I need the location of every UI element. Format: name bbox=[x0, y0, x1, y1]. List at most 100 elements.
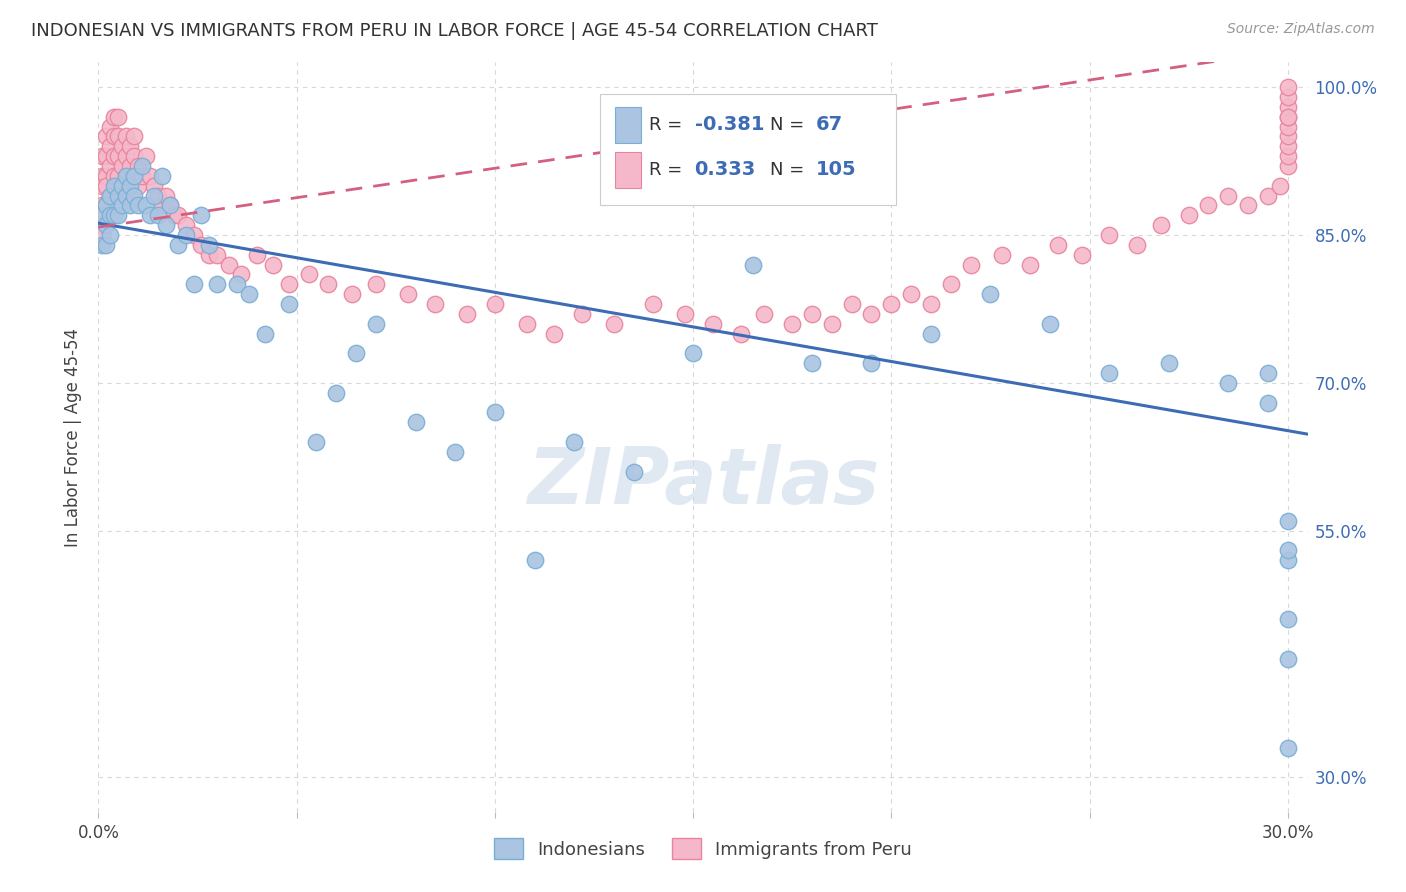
Point bbox=[96, 237, 118, 252]
Point bbox=[96, 198, 118, 212]
Point bbox=[484, 297, 506, 311]
Point bbox=[107, 149, 129, 163]
Point bbox=[91, 149, 114, 163]
Point bbox=[139, 169, 162, 183]
Point bbox=[262, 258, 284, 272]
Point bbox=[96, 169, 118, 183]
Point bbox=[107, 169, 129, 183]
Point bbox=[1070, 248, 1092, 262]
Point bbox=[98, 139, 121, 153]
Point bbox=[115, 169, 138, 183]
Point bbox=[98, 159, 121, 173]
Point bbox=[730, 326, 752, 341]
Point bbox=[174, 218, 197, 232]
Point bbox=[91, 178, 114, 193]
Point bbox=[91, 198, 114, 212]
Point bbox=[198, 248, 221, 262]
Text: ZIPatlas: ZIPatlas bbox=[527, 444, 879, 520]
Point bbox=[1277, 149, 1299, 163]
Point bbox=[325, 385, 347, 400]
Point bbox=[135, 198, 157, 212]
Point bbox=[673, 307, 696, 321]
Point bbox=[516, 317, 538, 331]
Point bbox=[277, 297, 299, 311]
Point bbox=[1277, 139, 1299, 153]
Text: 105: 105 bbox=[815, 160, 856, 179]
Point bbox=[318, 277, 340, 292]
Point bbox=[115, 188, 138, 202]
Point bbox=[155, 188, 177, 202]
Point bbox=[107, 110, 129, 124]
Point bbox=[523, 553, 546, 567]
Point bbox=[702, 317, 724, 331]
Point bbox=[1277, 740, 1299, 755]
Point bbox=[1277, 80, 1299, 95]
Point bbox=[190, 237, 212, 252]
Point bbox=[821, 317, 844, 331]
Point bbox=[1257, 395, 1279, 409]
Point bbox=[146, 188, 169, 202]
Point bbox=[1157, 356, 1180, 370]
FancyBboxPatch shape bbox=[614, 107, 641, 143]
Point bbox=[1198, 198, 1220, 212]
Point bbox=[754, 307, 776, 321]
Point bbox=[142, 178, 165, 193]
Point bbox=[159, 198, 181, 212]
Point bbox=[120, 159, 142, 173]
Point bbox=[103, 129, 125, 144]
Point bbox=[166, 208, 188, 222]
Point bbox=[96, 198, 118, 212]
Text: INDONESIAN VS IMMIGRANTS FROM PERU IN LABOR FORCE | AGE 45-54 CORRELATION CHART: INDONESIAN VS IMMIGRANTS FROM PERU IN LA… bbox=[31, 22, 877, 40]
Point bbox=[1277, 120, 1299, 134]
Point bbox=[959, 258, 981, 272]
Point bbox=[364, 317, 387, 331]
Point bbox=[120, 198, 142, 212]
Point bbox=[98, 120, 121, 134]
Point bbox=[1019, 258, 1042, 272]
Point bbox=[107, 188, 129, 202]
Point bbox=[96, 129, 118, 144]
Point bbox=[979, 287, 1001, 301]
Point bbox=[127, 198, 149, 212]
Point bbox=[107, 129, 129, 144]
Point bbox=[115, 169, 138, 183]
FancyBboxPatch shape bbox=[600, 94, 897, 205]
Point bbox=[1277, 159, 1299, 173]
Point bbox=[1277, 514, 1299, 528]
Point bbox=[198, 237, 221, 252]
Point bbox=[155, 218, 177, 232]
Y-axis label: In Labor Force | Age 45-54: In Labor Force | Age 45-54 bbox=[65, 327, 83, 547]
Point bbox=[562, 435, 585, 450]
Point bbox=[1277, 612, 1299, 626]
Point bbox=[91, 208, 114, 222]
Point bbox=[120, 178, 142, 193]
Text: -0.381: -0.381 bbox=[695, 115, 763, 134]
Point bbox=[246, 248, 269, 262]
Point bbox=[131, 159, 153, 173]
Point bbox=[1126, 237, 1149, 252]
Point bbox=[603, 317, 626, 331]
Point bbox=[991, 248, 1014, 262]
Point bbox=[425, 297, 447, 311]
Point bbox=[340, 287, 363, 301]
Point bbox=[91, 169, 114, 183]
Point bbox=[111, 178, 134, 193]
Point bbox=[1257, 188, 1279, 202]
Text: R =: R = bbox=[648, 116, 688, 134]
Point bbox=[1277, 129, 1299, 144]
Point bbox=[96, 218, 118, 232]
Point bbox=[150, 169, 173, 183]
Point bbox=[682, 346, 704, 360]
Point bbox=[139, 208, 162, 222]
Point bbox=[98, 188, 121, 202]
Text: N =: N = bbox=[769, 161, 810, 178]
Point bbox=[190, 208, 212, 222]
Point bbox=[1150, 218, 1173, 232]
Point bbox=[1277, 100, 1299, 114]
Point bbox=[122, 149, 145, 163]
Point bbox=[1277, 110, 1299, 124]
Text: 0.333: 0.333 bbox=[695, 160, 756, 179]
Point bbox=[174, 227, 197, 242]
Point bbox=[1177, 208, 1199, 222]
Point bbox=[159, 198, 181, 212]
